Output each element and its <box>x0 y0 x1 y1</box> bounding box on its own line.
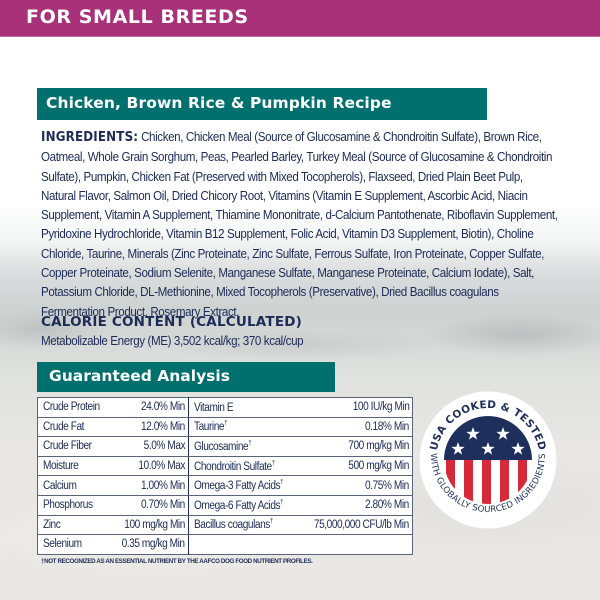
nutrient-name: Vitamin E <box>188 397 299 418</box>
nutrient-value <box>298 535 412 555</box>
nutrient-name: Chondroitin Sulfate† <box>188 456 299 477</box>
nutrient-value: 10.0% Max <box>110 456 190 477</box>
usa-flag-seal-icon: USA COOKED & TESTED WITH GLOBALLY SOURCE… <box>418 390 558 530</box>
table-row: Phosphorus 0.70% Min Omega-6 Fatty Acids… <box>37 495 413 516</box>
nutrient-name: Bacillus coagulans† <box>188 515 299 536</box>
nutrient-value: 1.00% Min <box>110 475 190 496</box>
nutrient-value: 2.80% Min <box>298 495 413 516</box>
nutrient-value: 700 mg/kg Min <box>298 436 413 457</box>
nutrient-value: 0.18% Min <box>298 417 413 438</box>
nutrient-value: 5.0% Max <box>110 436 190 457</box>
ingredients-paragraph: INGREDIENTS: Chicken, Chicken Meal (Sour… <box>41 127 560 321</box>
nutrient-value: 500 mg/kg Min <box>298 456 413 477</box>
dagger-mark: † <box>280 498 284 506</box>
top-banner: FOR SMALL BREEDS <box>0 0 600 37</box>
guaranteed-analysis-title-bar: Guaranteed Analysis <box>37 362 335 392</box>
dagger-mark: † <box>280 479 284 487</box>
banner-title: FOR SMALL BREEDS <box>26 6 249 28</box>
ingredients-label: INGREDIENTS: <box>41 129 139 145</box>
nutrient-name: Omega-6 Fatty Acids† <box>188 495 299 516</box>
calorie-content-value: Metabolizable Energy (ME) 3,502 kcal/kg;… <box>41 333 304 348</box>
nutrient-name: Glucosamine† <box>188 436 299 457</box>
dagger-mark: † <box>271 459 275 467</box>
dagger-mark: † <box>270 518 274 526</box>
nutrient-value: 12.0% Min <box>110 417 190 438</box>
nutrient-name <box>189 535 299 555</box>
table-row: Calcium 1.00% Min Omega-3 Fatty Acids† 0… <box>37 475 413 496</box>
nutrient-value: 0.35 mg/kg Min <box>110 534 190 555</box>
guaranteed-analysis-table: Crude Protein 24.0% Min Vitamin E 100 IU… <box>37 397 414 555</box>
table-row: Crude Fiber 5.0% Max Glucosamine† 700 mg… <box>37 436 413 457</box>
nutrient-value: 75,000,000 CFU/lb Min <box>298 515 413 536</box>
calorie-content-heading: CALORIE CONTENT (CALCULATED) <box>41 314 303 330</box>
table-row: Moisture 10.0% Max Chondroitin Sulfate† … <box>37 456 413 477</box>
table-footnote: †NOT RECOGNIZED AS AN ESSENTIAL NUTRIENT… <box>41 558 313 565</box>
ingredients-text: Chicken, Chicken Meal (Source of Glucosa… <box>41 129 558 319</box>
nutrient-name: Crude Fiber <box>37 436 111 457</box>
nutrient-value: 100 IU/kg Min <box>298 397 413 418</box>
nutrient-name: Zinc <box>37 515 111 536</box>
usa-cooked-badge: USA COOKED & TESTED WITH GLOBALLY SOURCE… <box>417 389 559 531</box>
nutrient-name: Moisture <box>37 456 111 477</box>
table-row: Crude Fat 12.0% Min Taurine† 0.18% Min <box>37 417 413 438</box>
nutrient-value: 24.0% Min <box>110 397 190 418</box>
nutrient-name: Taurine† <box>188 417 299 438</box>
nutrient-name: Omega-3 Fatty Acids† <box>188 475 299 496</box>
nutrient-value: 100 mg/kg Min <box>110 515 190 536</box>
dagger-mark: † <box>224 420 228 428</box>
table-row: Selenium 0.35 mg/kg Min <box>38 534 413 555</box>
recipe-title-bar: Chicken, Brown Rice & Pumpkin Recipe <box>37 88 487 120</box>
dagger-mark: † <box>248 439 252 447</box>
table-row: Zinc 100 mg/kg Min Bacillus coagulans† 7… <box>37 515 413 536</box>
nutrient-name: Crude Fat <box>37 417 111 438</box>
guaranteed-analysis-title: Guaranteed Analysis <box>49 367 230 385</box>
recipe-title: Chicken, Brown Rice & Pumpkin Recipe <box>46 94 392 112</box>
table-row: Crude Protein 24.0% Min Vitamin E 100 IU… <box>37 397 413 418</box>
nutrient-name: Selenium <box>43 538 82 551</box>
nutrient-name: Phosphorus <box>37 495 111 516</box>
nutrient-value: 0.75% Min <box>298 475 413 496</box>
nutrient-name: Crude Protein <box>37 397 111 418</box>
nutrient-value: 0.70% Min <box>110 495 190 516</box>
nutrient-name: Calcium <box>37 475 111 496</box>
